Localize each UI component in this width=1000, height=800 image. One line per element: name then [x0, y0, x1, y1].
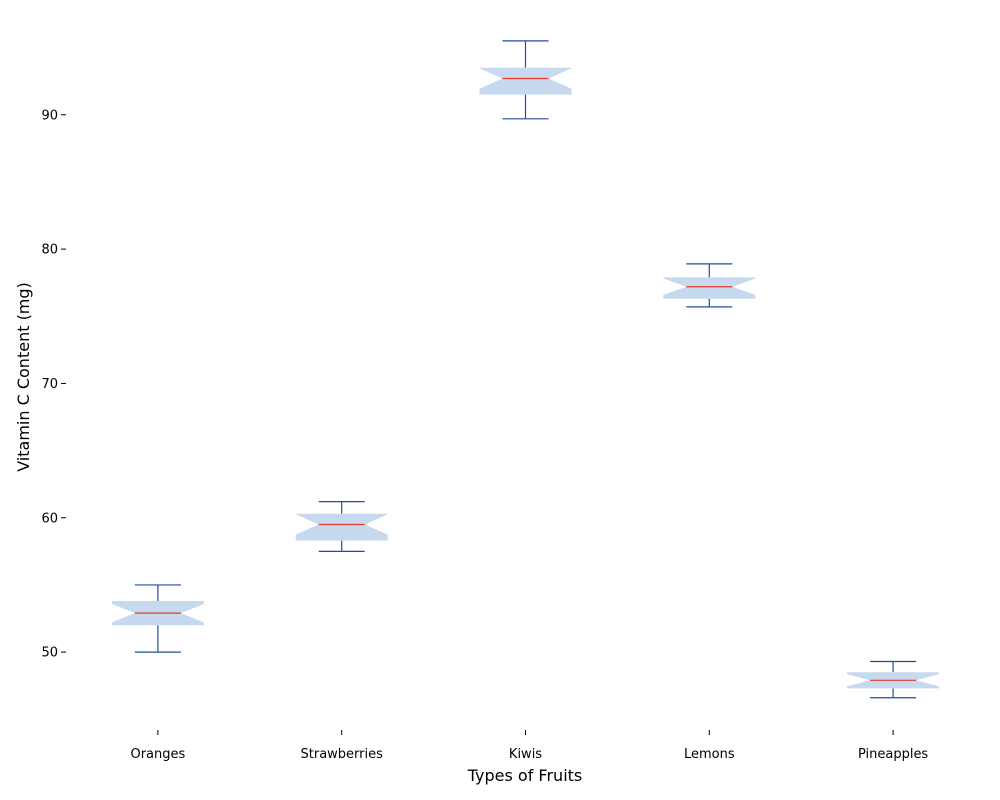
y-tick-label: 60 [41, 511, 58, 526]
y-tick-label: 90 [41, 108, 58, 123]
box-group [295, 501, 388, 552]
box-group [111, 584, 204, 653]
x-tick-label: Pineapples [858, 747, 928, 762]
x-tick-label: Oranges [130, 747, 185, 762]
box-body [663, 277, 756, 299]
y-axis: 50 60 70 80 90 [41, 108, 66, 661]
box-group [479, 40, 572, 120]
x-tick-label: Strawberries [301, 747, 384, 762]
y-tick-label: 70 [41, 377, 58, 392]
y-axis-label: Vitamin C Content (mg) [14, 282, 33, 472]
y-tick-label: 80 [41, 243, 58, 258]
box-body [295, 513, 388, 541]
x-tick-label: Lemons [684, 747, 735, 762]
y-tick-label: 50 [41, 646, 58, 661]
x-axis: Oranges Strawberries Kiwis Lemons Pineapples [130, 730, 928, 762]
x-tick-label: Kiwis [509, 747, 542, 762]
x-axis-label: Types of Fruits [467, 766, 583, 785]
box-group [663, 263, 756, 308]
boxes-layer [111, 40, 940, 699]
box-body [479, 67, 572, 95]
box-group [847, 660, 940, 699]
